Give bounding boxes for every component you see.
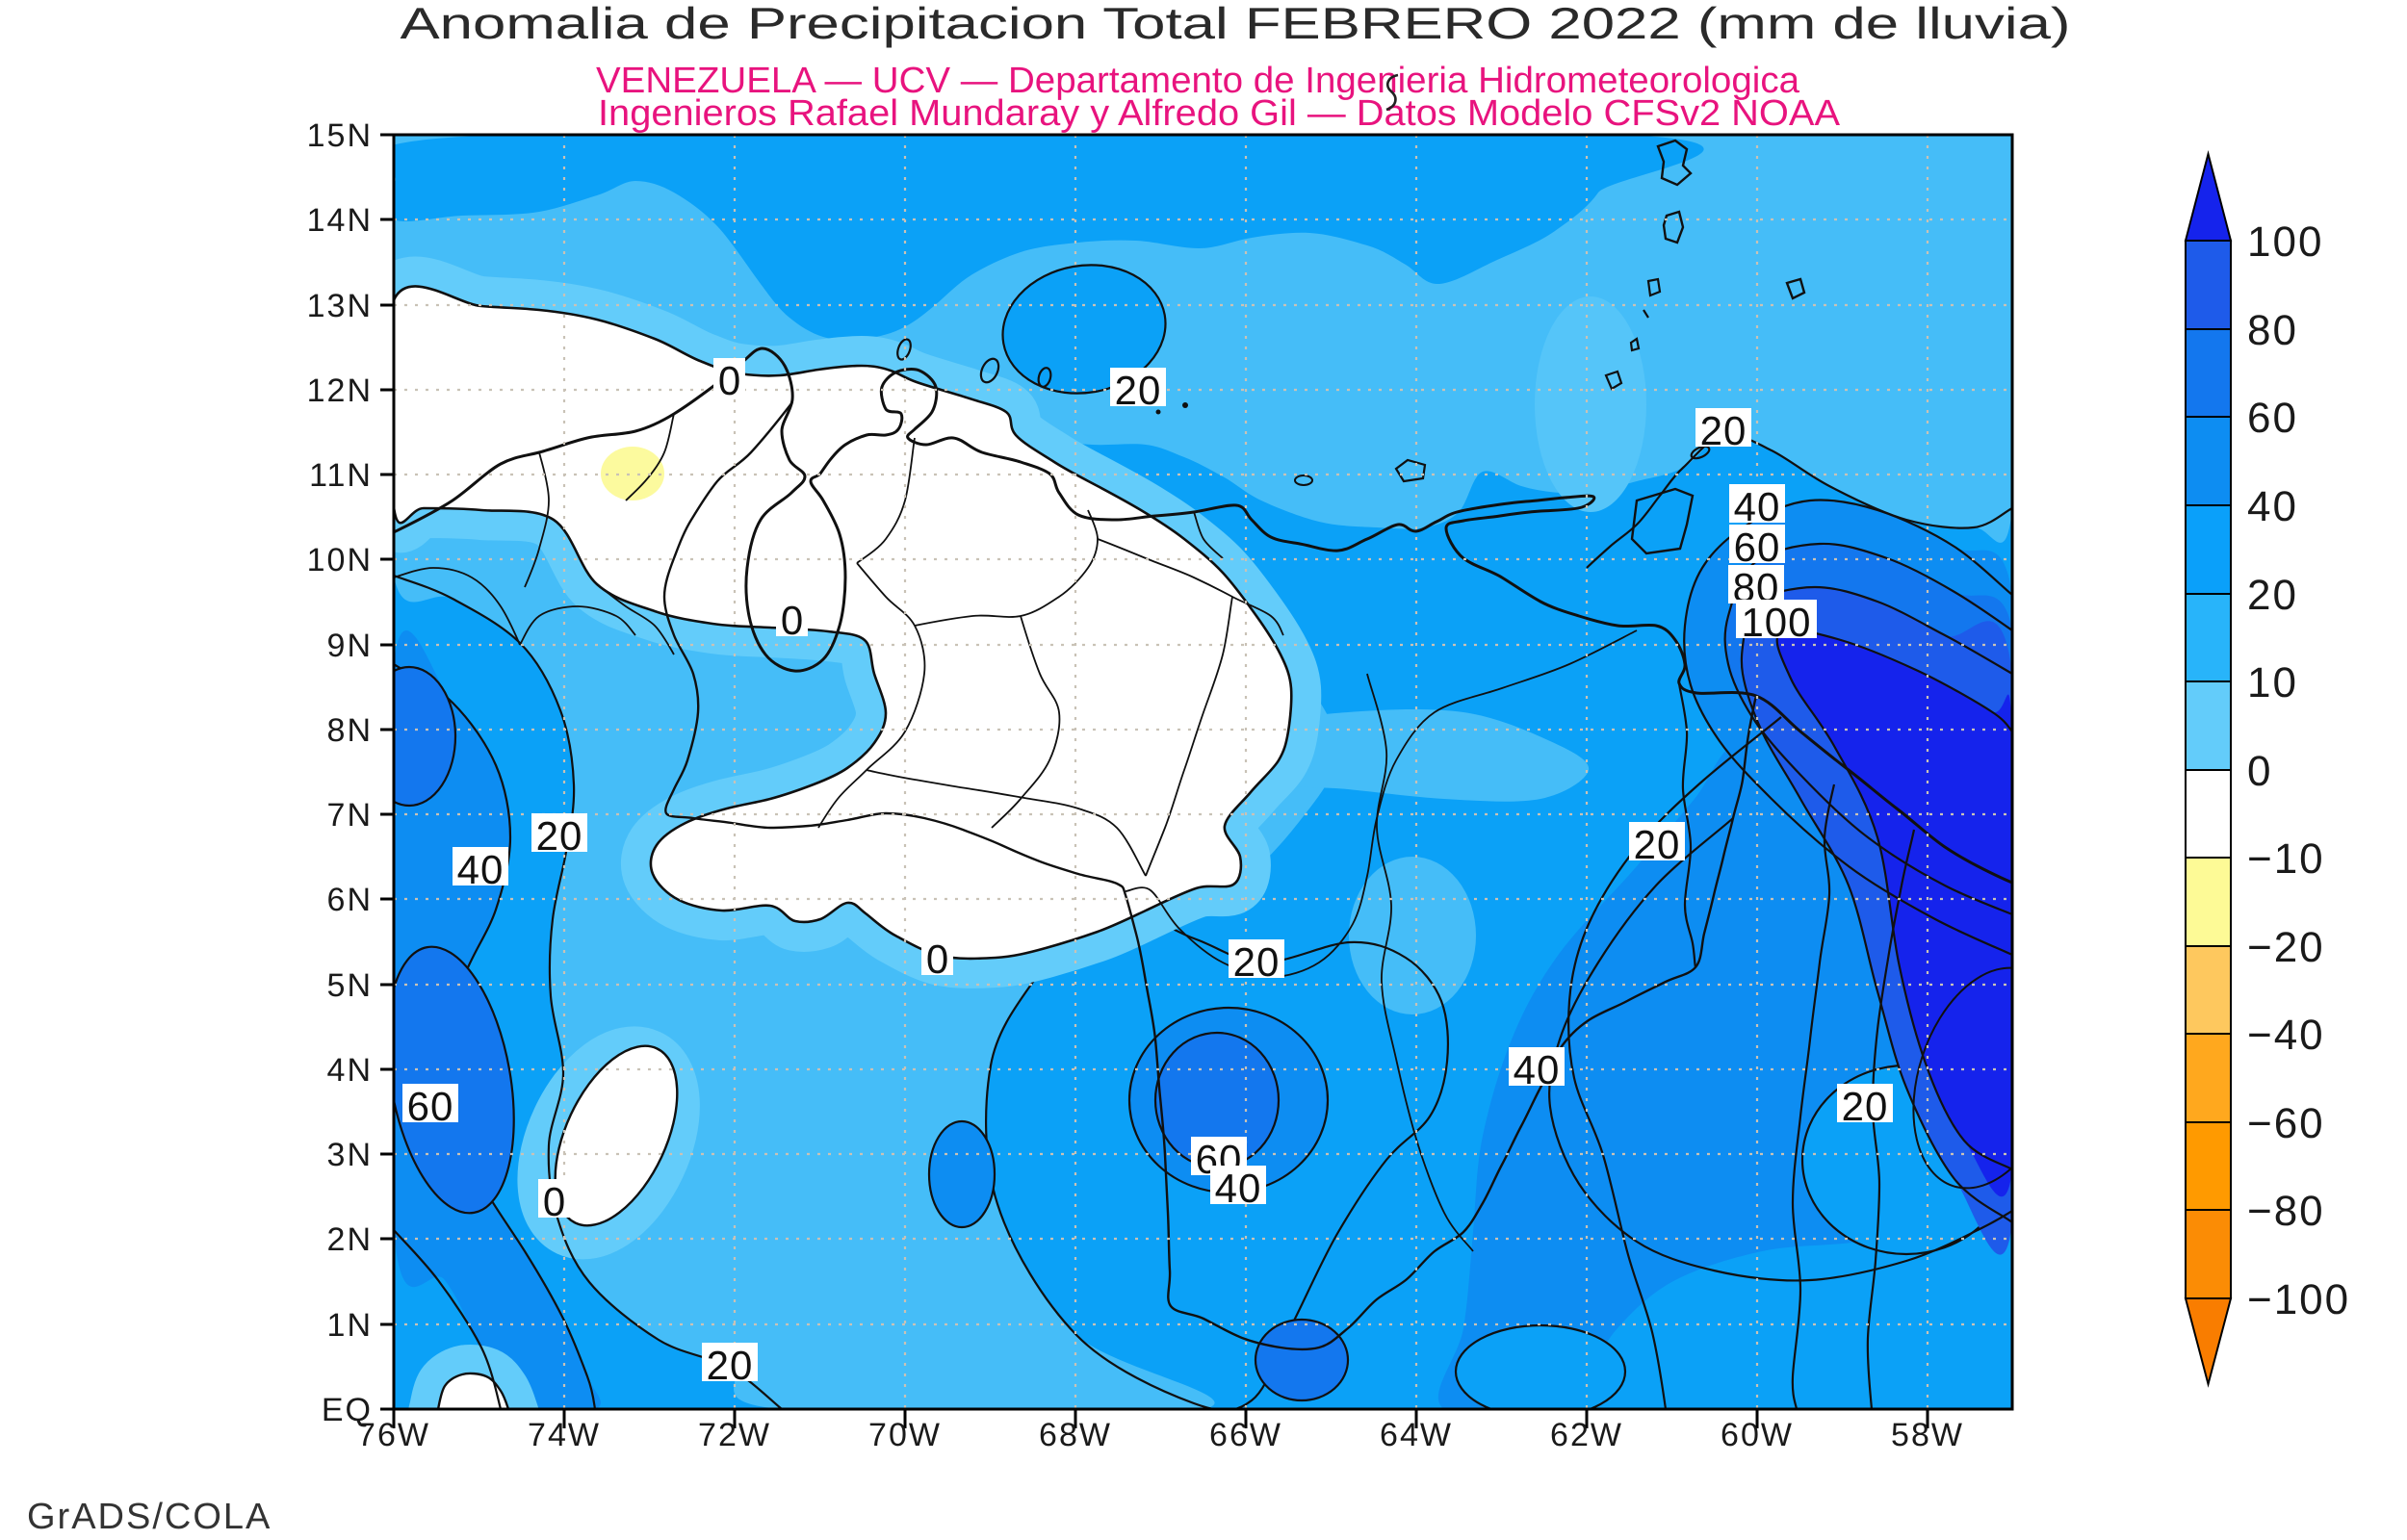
svg-text:11N: 11N	[309, 457, 373, 494]
svg-text:40: 40	[1215, 1166, 1262, 1211]
svg-text:−100: −100	[2247, 1276, 2350, 1323]
svg-text:72W: 72W	[698, 1417, 771, 1453]
svg-text:−20: −20	[2247, 924, 2325, 971]
svg-text:13N: 13N	[307, 288, 373, 324]
svg-text:40: 40	[2247, 483, 2298, 530]
svg-text:20: 20	[536, 813, 583, 859]
svg-text:20: 20	[1634, 822, 1681, 867]
svg-text:100: 100	[2247, 218, 2323, 266]
svg-text:0: 0	[2247, 748, 2272, 795]
svg-text:−80: −80	[2247, 1188, 2325, 1235]
svg-text:64W: 64W	[1380, 1417, 1453, 1453]
svg-text:0: 0	[781, 598, 804, 643]
svg-text:6N: 6N	[327, 882, 373, 918]
svg-text:−60: −60	[2247, 1100, 2325, 1147]
svg-text:76W: 76W	[357, 1417, 430, 1453]
svg-text:40: 40	[457, 847, 505, 892]
svg-text:60: 60	[2247, 395, 2298, 442]
svg-text:66W: 66W	[1209, 1417, 1282, 1453]
svg-text:VENEZUELA — UCV — Departamento: VENEZUELA — UCV — Departamento de Ingeni…	[596, 61, 1800, 101]
svg-text:14N: 14N	[307, 202, 373, 239]
svg-text:62W: 62W	[1550, 1417, 1623, 1453]
svg-text:10N: 10N	[307, 542, 373, 578]
svg-text:80: 80	[2247, 307, 2298, 354]
svg-text:−10: −10	[2247, 835, 2325, 883]
svg-text:9N: 9N	[327, 628, 373, 664]
svg-text:20: 20	[1233, 939, 1281, 985]
svg-text:100: 100	[1741, 600, 1811, 645]
svg-text:20: 20	[1842, 1084, 1889, 1129]
svg-text:68W: 68W	[1039, 1417, 1112, 1453]
svg-text:70W: 70W	[868, 1417, 942, 1453]
svg-text:20: 20	[2247, 572, 2298, 619]
svg-text:40: 40	[1514, 1047, 1561, 1092]
svg-text:2N: 2N	[327, 1221, 373, 1258]
svg-text:12N: 12N	[307, 372, 373, 409]
svg-text:60: 60	[407, 1084, 454, 1129]
svg-text:15N: 15N	[307, 117, 373, 154]
svg-text:20: 20	[1115, 368, 1162, 413]
svg-text:10: 10	[2247, 659, 2298, 706]
svg-text:5N: 5N	[327, 967, 373, 1004]
svg-text:20: 20	[1700, 408, 1747, 453]
svg-text:0: 0	[543, 1179, 566, 1224]
svg-text:1N: 1N	[327, 1307, 373, 1344]
svg-text:40: 40	[1734, 484, 1781, 529]
svg-text:GrADS/COLA: GrADS/COLA	[27, 1497, 272, 1537]
svg-text:0: 0	[718, 358, 741, 403]
svg-text:58W: 58W	[1891, 1417, 1964, 1453]
svg-text:0: 0	[926, 937, 949, 982]
svg-text:74W: 74W	[528, 1417, 601, 1453]
svg-text:4N: 4N	[327, 1052, 373, 1089]
svg-text:−40: −40	[2247, 1012, 2325, 1059]
svg-text:7N: 7N	[327, 797, 373, 834]
svg-text:60W: 60W	[1721, 1417, 1794, 1453]
svg-text:Anomalia de Precipitacion Tota: Anomalia de Precipitacion Total FEBRERO …	[401, 0, 2071, 48]
svg-text:EQ: EQ	[322, 1392, 373, 1428]
svg-text:Ingenieros Rafael Mundaray y A: Ingenieros Rafael Mundaray y Alfredo Gil…	[598, 93, 1841, 134]
svg-text:60: 60	[1734, 525, 1781, 570]
svg-text:20: 20	[707, 1343, 754, 1388]
svg-text:3N: 3N	[327, 1137, 373, 1173]
svg-text:8N: 8N	[327, 712, 373, 749]
